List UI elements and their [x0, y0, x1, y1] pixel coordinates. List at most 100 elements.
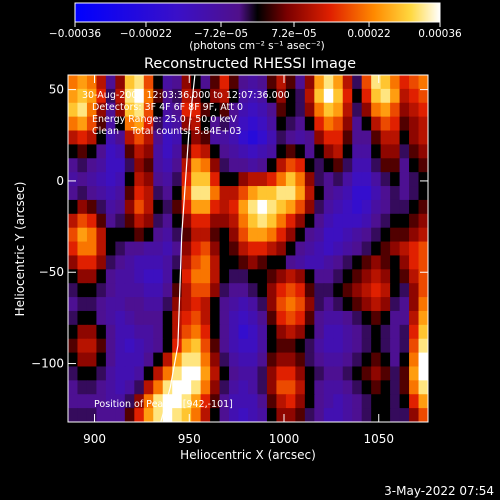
- heatmap-cell: [276, 269, 287, 284]
- heatmap-cell: [390, 366, 401, 381]
- heatmap-cell: [134, 199, 145, 215]
- heatmap-cell: [77, 366, 88, 381]
- heatmap-cell: [238, 102, 249, 118]
- heatmap-cell: [143, 144, 154, 159]
- y-tick-label: −100: [31, 357, 64, 371]
- heatmap-cell: [238, 75, 249, 90]
- heatmap-cell: [248, 352, 259, 368]
- heatmap-cell: [266, 283, 278, 298]
- heatmap-cell: [304, 144, 315, 159]
- heatmap-cell: [86, 324, 98, 340]
- heatmap-cell: [219, 199, 230, 215]
- heatmap-cell: [266, 338, 278, 354]
- heatmap-cell: [210, 186, 221, 201]
- heatmap-cell: [399, 408, 410, 422]
- heatmap-cell: [371, 255, 382, 270]
- heatmap-cell: [229, 116, 240, 132]
- heatmap-cell: [371, 352, 382, 368]
- heatmap-cell: [323, 116, 334, 132]
- heatmap-cell: [96, 186, 107, 201]
- heatmap-cell: [380, 75, 391, 90]
- heatmap-cell: [399, 88, 410, 104]
- heatmap-cell: [115, 394, 126, 409]
- heatmap-cell: [342, 102, 353, 118]
- heatmap-cell: [229, 366, 240, 381]
- heatmap-cell: [200, 352, 211, 368]
- heatmap-cell: [390, 394, 401, 409]
- heatmap-cell: [86, 297, 98, 312]
- heatmap-cell: [409, 352, 420, 368]
- heatmap-cell: [238, 116, 249, 132]
- heatmap-cell: [238, 172, 249, 187]
- heatmap-cell: [248, 366, 259, 381]
- heatmap-cell: [352, 88, 363, 104]
- heatmap-cell: [191, 186, 202, 201]
- heatmap-cell: [238, 88, 249, 104]
- heatmap-cell: [210, 310, 221, 326]
- heatmap-cell: [304, 186, 315, 201]
- heatmap-cell: [333, 102, 344, 118]
- heatmap-cell: [390, 172, 401, 187]
- heatmap-cell: [380, 241, 391, 257]
- heatmap-cell: [238, 130, 249, 145]
- heatmap-cell: [380, 199, 391, 215]
- heatmap-cell: [229, 269, 240, 284]
- heatmap-cell: [257, 352, 268, 368]
- heatmap-cell: [352, 213, 363, 229]
- heatmap-cell: [342, 324, 353, 340]
- heatmap-cell: [390, 352, 401, 368]
- heatmap-cell: [191, 255, 202, 270]
- heatmap-cell: [162, 269, 173, 284]
- heatmap-cell: [68, 213, 79, 229]
- heatmap-cell: [295, 269, 306, 284]
- heatmap-cell: [418, 283, 428, 298]
- heatmap-cell: [181, 172, 192, 187]
- heatmap-cell: [191, 144, 202, 159]
- heatmap-cell: [96, 199, 107, 215]
- heatmap-cell: [285, 227, 296, 243]
- heatmap-cell: [229, 88, 240, 104]
- heatmap-cell: [390, 269, 401, 284]
- heatmap-cell: [219, 130, 230, 145]
- heatmap-cell: [210, 297, 221, 312]
- heatmap-cell: [295, 255, 306, 270]
- heatmap-cell: [380, 297, 391, 312]
- colorbar-tick-label: 7.2e−05: [271, 28, 316, 40]
- heatmap-cell: [295, 144, 306, 159]
- heatmap-cell: [162, 186, 173, 201]
- heatmap-cell: [409, 241, 420, 257]
- heatmap-cell: [191, 408, 202, 422]
- heatmap-cell: [390, 158, 401, 173]
- heatmap-cell: [134, 186, 145, 201]
- heatmap-cell: [276, 310, 287, 326]
- heatmap-cell: [153, 116, 164, 132]
- heatmap-cell: [352, 75, 363, 90]
- heatmap-cell: [314, 144, 325, 159]
- heatmap-cell: [352, 297, 363, 312]
- heatmap-cell: [105, 158, 116, 173]
- heatmap-cell: [124, 199, 135, 215]
- colorbar-unit-label: (photons cm⁻² s⁻¹ asec⁻²): [189, 40, 324, 52]
- heatmap-cell: [191, 324, 202, 340]
- heatmap-cell: [200, 324, 211, 340]
- heatmap-cell: [219, 366, 230, 381]
- heatmap-cell: [162, 297, 173, 312]
- heatmap-cell: [276, 352, 287, 368]
- heatmap-cell: [295, 297, 306, 312]
- heatmap-cell: [143, 408, 154, 422]
- heatmap-cell: [134, 408, 145, 422]
- heatmap-cell: [229, 324, 240, 340]
- heatmap-cell: [266, 310, 278, 326]
- heatmap-cell: [181, 186, 192, 201]
- heatmap-cell: [323, 88, 334, 104]
- heatmap-cell: [361, 255, 372, 270]
- heatmap-cell: [124, 144, 135, 159]
- heatmap-cell: [105, 380, 116, 395]
- heatmap-cell: [304, 158, 315, 173]
- heatmap-cell: [323, 213, 334, 229]
- heatmap-cell: [314, 213, 325, 229]
- heatmap-cell: [295, 186, 306, 201]
- heatmap-cell: [105, 130, 116, 145]
- heatmap-cell: [399, 310, 410, 326]
- heatmap-cell: [333, 186, 344, 201]
